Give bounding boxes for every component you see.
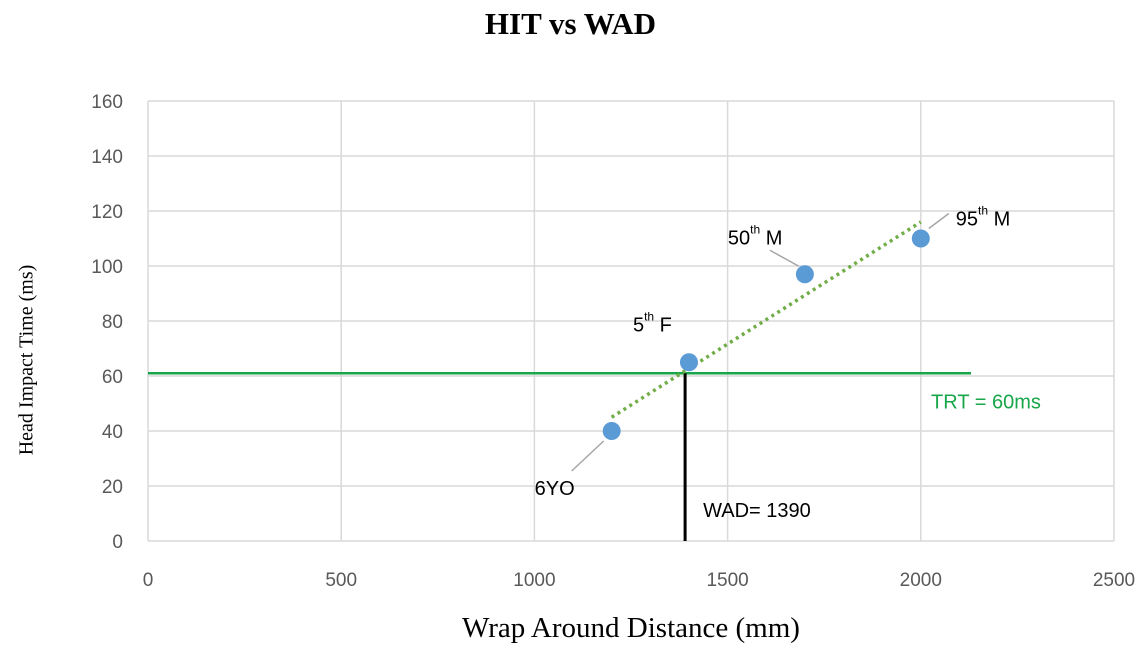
leader-line (769, 249, 800, 267)
y-tick-label: 60 (102, 367, 123, 388)
y-tick-label: 160 (91, 92, 123, 113)
y-tick-label: 40 (102, 422, 123, 443)
annotation-base: 5 (633, 314, 644, 336)
y-tick-label: 20 (102, 477, 123, 498)
data-point (602, 422, 621, 440)
point-annotation: 50th M (728, 222, 782, 249)
grid-layer (147, 100, 1115, 542)
leader-line (928, 212, 950, 230)
trendline-layer (610, 220, 922, 419)
point-annotation: 5th F (633, 309, 672, 336)
wad-label: WAD= 1390 (703, 500, 811, 522)
annotation-superscript: th (750, 222, 760, 236)
x-axis-title: Wrap Around Distance (mm) (462, 612, 800, 644)
leader-lines-layer (571, 212, 950, 472)
annotation-base: 6YO (535, 478, 575, 500)
data-point (911, 229, 930, 248)
y-tick-label: 140 (91, 147, 123, 168)
point-annotation: 6YO (535, 478, 575, 500)
annotation-tail: M (988, 209, 1010, 231)
annotation-tail: F (654, 314, 672, 336)
reference-lines-layer (148, 372, 972, 541)
annotation-superscript: th (644, 309, 654, 323)
annotation-superscript: th (978, 204, 988, 218)
y-tick-label: 0 (112, 532, 123, 553)
x-tick-label: 1500 (706, 570, 748, 591)
y-tick-label: 120 (91, 202, 123, 223)
x-tick-label: 1000 (513, 570, 555, 591)
x-tick-label: 2000 (900, 570, 942, 591)
x-tick-label: 0 (143, 570, 154, 591)
data-point (795, 265, 814, 284)
annotation-base: 95 (956, 209, 978, 231)
x-tick-label: 500 (325, 570, 357, 591)
annotation-tail: M (760, 227, 782, 249)
y-tick-label: 100 (91, 257, 123, 278)
trendline (610, 220, 922, 419)
y-tick-label: 80 (102, 312, 123, 333)
points-layer (602, 229, 930, 440)
point-annotation: 95th M (956, 204, 1010, 231)
tick-labels-layer: 0 20 40 60 80 100 120 140 160 0 500 1000 1500 2000 250… (91, 92, 1135, 591)
trt-label: TRT = 60ms (931, 391, 1041, 413)
chart-title: HIT vs WAD (484, 6, 657, 41)
annotation-base: 50 (728, 227, 750, 249)
leader-line (571, 440, 605, 472)
x-tick-label: 2500 (1093, 570, 1135, 591)
data-point (679, 353, 698, 372)
